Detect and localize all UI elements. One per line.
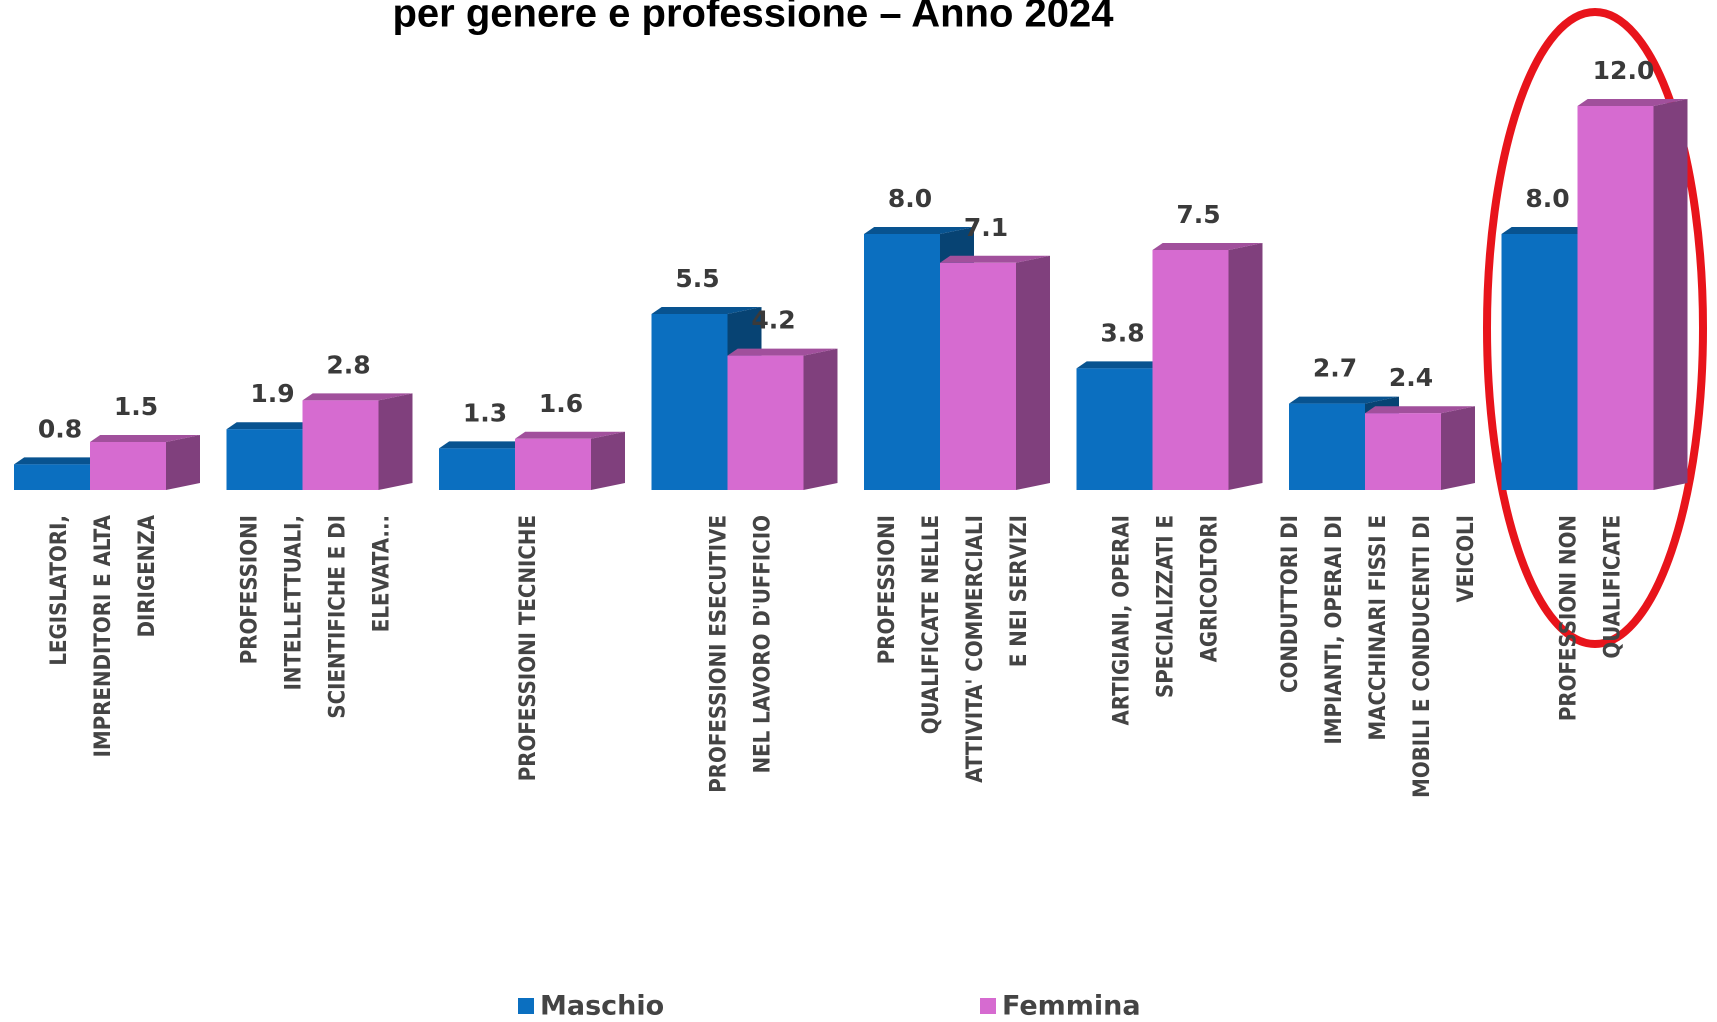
bar-front [1152, 250, 1229, 490]
value-label: 12.0 [1593, 56, 1655, 85]
category-label: ARTIGIANI, OPERAI SPECIALIZZATI E AGRICOLT… [1110, 515, 1223, 725]
bar-side [1016, 255, 1050, 490]
category-label: PROFESSIONI TECNICHE [516, 515, 541, 781]
category-label-line: PROFESSIONI NON [1557, 515, 1582, 721]
chart-title: per genere e professione – Anno 2024 [393, 0, 1115, 36]
bar-front [1289, 403, 1365, 490]
bar-side [803, 348, 838, 490]
bar-side [1441, 406, 1475, 490]
bar-front [940, 262, 1016, 490]
bar-side [378, 393, 413, 490]
category-label-line: E NEI SERVIZI [1007, 515, 1032, 667]
category-label: CONDUTTORI DI IMPIANTI, OPERAI DI MACCHINA… [1278, 515, 1479, 798]
category-label-line: AGRICOLTORI [1198, 515, 1223, 662]
bar [302, 393, 413, 490]
bar-top [1152, 243, 1263, 250]
bar-top [90, 435, 200, 442]
value-label: 2.7 [1313, 354, 1357, 383]
bar-front [302, 400, 379, 490]
bar-front [14, 464, 90, 490]
legend-swatch [518, 998, 534, 1014]
value-label: 5.5 [675, 264, 719, 293]
value-label: 2.8 [326, 350, 370, 379]
category-label: PROFESSIONI INTELLETTUALI, SCIENTIFICHE E … [238, 515, 395, 719]
category-label-line: MACCHINARI FISSI E [1366, 515, 1391, 741]
bar-top [651, 307, 762, 314]
value-label: 4.2 [751, 306, 795, 335]
bar-front [651, 314, 728, 490]
value-label: 8.0 [1525, 184, 1569, 213]
value-label: 7.5 [1176, 200, 1220, 229]
bar-front [864, 234, 940, 490]
category-label-line: ATTIVITA' COMMERCIALI [963, 515, 988, 783]
category-label-line: DIRIGENZA [135, 514, 160, 637]
bar [90, 435, 200, 490]
legend-label: Femmina [1002, 991, 1141, 1022]
category-label-line: ELEVATA... [370, 515, 395, 632]
value-label: 7.1 [964, 213, 1008, 242]
value-label: 1.5 [114, 392, 158, 421]
category-label-line: IMPRENDITORI E ALTA [91, 514, 116, 757]
bar-front [1501, 234, 1578, 490]
category-label-line: INTELLETTUALI, [282, 515, 307, 690]
category-label-line: SCIENTIFICHE E DI [326, 515, 351, 719]
bar-top [1365, 406, 1475, 414]
value-label: 1.6 [539, 389, 583, 418]
category-label: PROFESSIONI QUALIFICATE NELLE ATTIVITA' CO… [875, 515, 1032, 783]
bar-front [90, 442, 166, 490]
bar [1365, 406, 1475, 490]
category-label-line: PROFESSIONI [875, 515, 900, 664]
bar-top [1577, 99, 1688, 106]
bar-top [1289, 396, 1399, 404]
bar-front [439, 448, 515, 490]
category-label: PROFESSIONI NON QUALIFICATE [1557, 515, 1626, 721]
bar [515, 431, 625, 490]
bar-front [515, 438, 591, 490]
category-label-line: ARTIGIANI, OPERAI [1110, 515, 1135, 725]
category-label-line: PROFESSIONI TECNICHE [516, 515, 541, 781]
bar-top [302, 393, 413, 401]
category-label-line: PROFESSIONI [238, 515, 263, 664]
bar-front [1365, 413, 1441, 490]
value-label: 1.3 [463, 398, 507, 427]
bar-side [1653, 99, 1688, 490]
category-label: LEGISLATORI, IMPRENDITORI E ALTA DIRIGENZA [47, 514, 160, 757]
category-label-line: SPECIALIZZATI E [1154, 515, 1179, 698]
bar-front [1577, 106, 1654, 490]
bar [1152, 243, 1263, 490]
category-label-line: QUALIFICATE NELLE [919, 515, 944, 734]
category-label-line: VEICOLI [1454, 515, 1479, 603]
category-label: PROFESSIONI ESECUTIVE NEL LAVORO D'UFFICI… [707, 515, 776, 793]
legend-swatch [980, 998, 996, 1014]
highlight-circle [1483, 8, 1707, 648]
bar-front [727, 355, 804, 490]
bar-top [727, 348, 838, 356]
category-label-line: QUALIFICATE [1601, 515, 1626, 659]
category-label-line: LEGISLATORI, [47, 515, 72, 666]
bar-side [591, 431, 625, 490]
value-label: 8.0 [888, 184, 932, 213]
bar-front [226, 429, 303, 490]
value-label: 1.9 [250, 379, 294, 408]
bar [1577, 99, 1688, 490]
value-label: 0.8 [38, 414, 82, 443]
category-label-line: CONDUTTORI DI [1278, 515, 1303, 693]
bar-top [864, 227, 974, 234]
value-label: 2.4 [1389, 363, 1433, 392]
category-label-line: PROFESSIONI ESECUTIVE [707, 515, 732, 793]
category-label-line: NEL LAVORO D'UFFICIO [751, 515, 776, 773]
value-label: 3.8 [1100, 318, 1144, 347]
legend-label: Maschio [540, 991, 664, 1022]
category-label-line: IMPIANTI, OPERAI DI [1322, 515, 1347, 745]
bar-top [515, 431, 625, 439]
bar [727, 348, 838, 490]
bar-top [940, 255, 1050, 263]
bar-front [1076, 368, 1153, 490]
category-label-line: MOBILI E CONDUCENTI DI [1410, 515, 1435, 798]
bar-side [1228, 243, 1263, 490]
bar [940, 255, 1050, 490]
bar-side [166, 435, 200, 490]
